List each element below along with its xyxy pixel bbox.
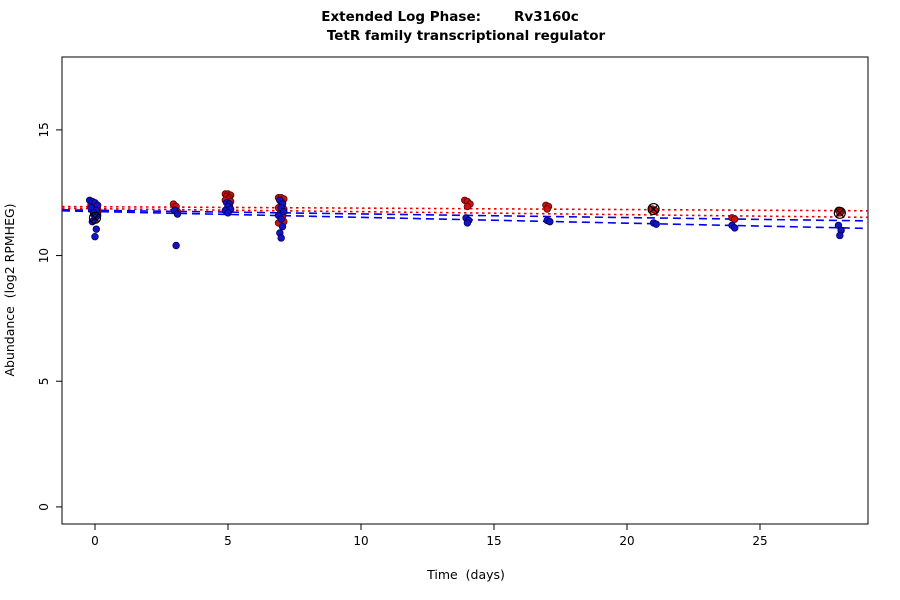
blue-data-point xyxy=(731,224,739,232)
blue-data-point xyxy=(173,210,182,218)
x-tick-label: 0 xyxy=(91,534,99,548)
y-tick-label: 5 xyxy=(37,377,51,385)
blue-data-point xyxy=(172,241,180,250)
red-data-point xyxy=(731,215,739,223)
circled-marker-x xyxy=(649,204,658,214)
x-axis-label: Time (days) xyxy=(426,567,505,582)
x-tick-label: 25 xyxy=(752,534,767,548)
chart-title-gene: Rv3160c xyxy=(514,9,579,25)
blue-data-point xyxy=(652,220,660,228)
blue-data-point xyxy=(277,215,285,223)
blue-data-point xyxy=(277,234,285,242)
red-data-point xyxy=(543,205,551,213)
blue-data-point xyxy=(92,225,101,233)
circled-marker-x xyxy=(835,208,845,218)
blue-data-point xyxy=(280,207,288,216)
red-data-point xyxy=(463,202,472,211)
plot-box xyxy=(61,56,869,525)
blue-data-point xyxy=(463,219,472,227)
circled-marker xyxy=(647,202,660,216)
plot-area: 0 5 10 15 20 25 0 5 10 15 xyxy=(37,56,869,548)
blue-data-point xyxy=(224,209,232,217)
chart-subtitle: TetR family transcriptional regulator xyxy=(327,28,606,44)
chart-title-phase: Extended Log Phase: xyxy=(321,9,481,25)
y-tick-label: 10 xyxy=(37,248,51,263)
x-tick-label: 15 xyxy=(486,534,501,548)
blue-data-point xyxy=(836,231,844,240)
circled-marker-x xyxy=(90,213,100,223)
blue-data-point xyxy=(546,217,554,226)
blue-data-point xyxy=(278,222,287,231)
x-tick-label: 5 xyxy=(224,534,232,548)
x-tick-label: 20 xyxy=(619,534,634,548)
y-axis-label: Abundance (log2 RPMHEG) xyxy=(2,203,17,376)
y-tick-label: 0 xyxy=(37,503,51,511)
circled-marker xyxy=(833,206,846,219)
red-trend-line xyxy=(61,207,869,219)
circled-marker xyxy=(88,211,102,224)
blue-data-point xyxy=(91,233,99,241)
x-tick-label: 10 xyxy=(353,534,368,548)
y-tick-label: 15 xyxy=(37,122,51,137)
